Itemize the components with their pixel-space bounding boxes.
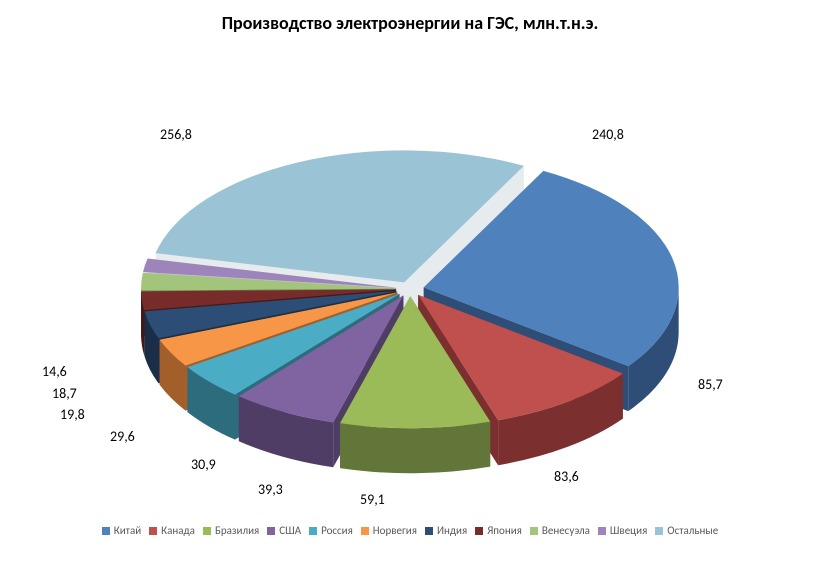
- legend-item: Китай: [102, 524, 141, 537]
- legend-swatch: [102, 527, 110, 535]
- legend-swatch: [530, 527, 538, 535]
- legend-item: Венесуэла: [530, 524, 590, 537]
- legend-swatch: [309, 527, 317, 535]
- data-label: 14,6: [42, 363, 67, 380]
- legend-item: Бразилия: [203, 524, 259, 537]
- legend-swatch: [425, 527, 433, 535]
- legend-swatch: [475, 527, 483, 535]
- legend-item: Остальные: [655, 524, 718, 537]
- pie-chart: 240,8 85,7 83,6 59,1 39,3 30,9 29,6 19,8 18,7 14,…: [0, 34, 820, 524]
- legend-label: Россия: [321, 524, 353, 537]
- data-label: 19,8: [60, 406, 85, 423]
- legend-label: Остальные: [667, 524, 718, 537]
- chart-title: Производство электроэнергии на ГЭС, млн.…: [0, 0, 820, 34]
- legend: Китай Канада Бразилия США Россия Норвегия Инди…: [0, 524, 820, 547]
- data-label: 29,6: [110, 428, 135, 445]
- data-label: 240,8: [592, 126, 624, 143]
- legend-item: Япония: [475, 524, 522, 537]
- legend-item: Швеция: [598, 524, 647, 537]
- legend-swatch: [361, 527, 369, 535]
- legend-swatch: [598, 527, 606, 535]
- legend-swatch: [203, 527, 211, 535]
- legend-item: Норвегия: [361, 524, 417, 537]
- legend-label: Венесуэла: [542, 524, 590, 537]
- legend-label: Швеция: [610, 524, 647, 537]
- data-label: 85,7: [698, 376, 723, 393]
- legend-item: Канада: [149, 524, 195, 537]
- data-label: 256,8: [160, 126, 192, 143]
- legend-item: США: [267, 524, 301, 537]
- data-label: 30,9: [191, 456, 216, 473]
- legend-item: Индия: [425, 524, 467, 537]
- legend-swatch: [267, 527, 275, 535]
- legend-swatch: [149, 527, 157, 535]
- data-label: 83,6: [554, 468, 579, 485]
- data-label: 39,3: [258, 481, 283, 498]
- data-label: 59,1: [360, 491, 385, 508]
- legend-item: Россия: [309, 524, 353, 537]
- legend-label: США: [279, 524, 301, 537]
- data-label: 18,7: [52, 385, 77, 402]
- legend-label: Канада: [161, 524, 195, 537]
- legend-label: Япония: [487, 524, 522, 537]
- legend-label: Индия: [437, 524, 467, 537]
- legend-swatch: [655, 527, 663, 535]
- legend-label: Бразилия: [215, 524, 259, 537]
- legend-label: Китай: [114, 524, 141, 537]
- legend-label: Норвегия: [373, 524, 417, 537]
